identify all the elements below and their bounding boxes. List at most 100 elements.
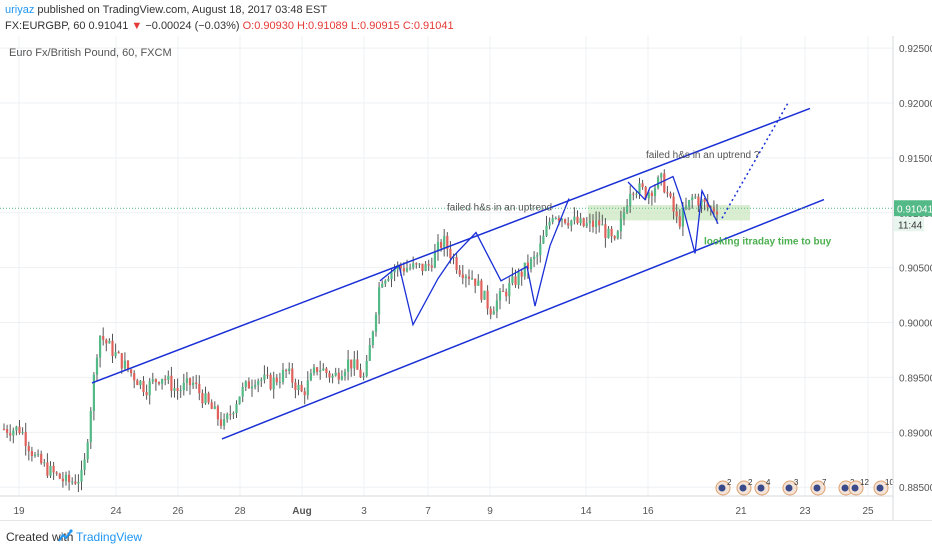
y-tick-label: 0.89500 [899, 373, 932, 384]
candle-body [157, 382, 161, 384]
candle-body [697, 196, 700, 206]
candle-body [480, 280, 483, 300]
candle-body [353, 359, 356, 369]
candle-body [402, 268, 405, 272]
candle-body [123, 360, 126, 369]
candle-body [542, 235, 545, 244]
candle-body [337, 372, 340, 380]
open-value: O:0.90930 [242, 20, 294, 32]
candle-body [257, 380, 260, 385]
chart-area[interactable]: failed h&s in an uptrend failed h&s in an… [0, 36, 932, 520]
candle-body [579, 218, 582, 224]
candle-body [644, 186, 647, 199]
x-tick-label: 24 [110, 506, 122, 517]
candle-body [638, 183, 641, 194]
candle-body [27, 446, 30, 452]
candle-body [405, 268, 409, 272]
event-count: 7 [822, 478, 827, 487]
event-flag-dot [718, 484, 726, 492]
candle-body [133, 373, 136, 381]
event-count: 2 [727, 478, 732, 487]
hs-pattern-line-2 [627, 175, 719, 254]
candle-body [477, 280, 480, 286]
candle-body [622, 212, 626, 219]
candle-body [102, 336, 105, 340]
candle-body [554, 218, 557, 220]
author-link[interactable]: uriyaz [5, 4, 35, 16]
candle-body [325, 368, 328, 373]
candle-body [433, 251, 436, 268]
candle-body [443, 235, 446, 248]
high-value: H:0.91089 [297, 20, 348, 32]
x-tick-label: Aug [292, 506, 311, 517]
event-count: 2 [748, 478, 753, 487]
y-tick-label: 0.89000 [899, 428, 932, 439]
candle-body [415, 263, 418, 265]
candle-body [223, 419, 226, 426]
candle-body [49, 465, 52, 476]
candle-body [229, 414, 232, 416]
candle-body [663, 173, 666, 193]
event-flag-dot [876, 484, 884, 492]
candle-body [179, 390, 182, 392]
tradingview-brand-link[interactable]: TradingView [76, 530, 143, 544]
event-flag-dot [841, 484, 849, 492]
candle-body [210, 402, 213, 409]
candle-body [498, 290, 502, 301]
candle-body [278, 381, 281, 383]
candle-body [427, 264, 430, 266]
candle-body [269, 374, 272, 390]
last-price-badge [894, 200, 932, 217]
candle-body [176, 388, 179, 391]
candle-body [55, 472, 58, 474]
candle-body [74, 481, 77, 484]
candle-body [703, 199, 706, 202]
annotation-text: failed h&s in an uptrend ? [646, 150, 760, 161]
candle-body [458, 270, 461, 275]
candle-body [185, 378, 188, 383]
chart-title: Euro Fx/British Pound, 60, FXCM [9, 47, 172, 59]
price-chart[interactable]: failed h&s in an uptrend failed h&s in an… [0, 36, 932, 520]
candle-body [328, 372, 331, 378]
candle-body [536, 255, 539, 257]
candle-body [570, 220, 573, 226]
candle-body [641, 183, 644, 187]
candle-body [548, 221, 551, 226]
candle-body [272, 377, 275, 390]
candle-body [297, 384, 300, 391]
candle-body [653, 188, 657, 197]
candle-body [263, 374, 266, 380]
candle-body [551, 218, 554, 222]
candle-body [303, 391, 306, 396]
candle-body [514, 276, 517, 285]
candle-body [61, 478, 64, 482]
x-tick-label: 16 [642, 506, 654, 517]
candle-body [111, 340, 114, 357]
candle-body [33, 454, 37, 457]
candle-body [309, 373, 312, 381]
y-tick-label: 0.90500 [899, 264, 932, 275]
candle-body [306, 380, 309, 396]
candle-body [573, 216, 576, 221]
x-tick-label: 21 [735, 506, 747, 517]
candle-body [533, 256, 536, 259]
candle-body [666, 192, 669, 194]
event-flag-dot [757, 484, 765, 492]
projection-dotted-line [721, 102, 789, 219]
candle-body [455, 257, 458, 271]
candle-body [526, 262, 529, 270]
candle-body [387, 279, 390, 281]
candle-body [21, 432, 24, 434]
candle-body [350, 359, 353, 369]
candle-body [46, 462, 49, 476]
candle-body [436, 242, 440, 252]
candle-body [92, 374, 95, 411]
candle-body [650, 192, 653, 197]
candle-body [399, 265, 402, 269]
candle-body [418, 263, 421, 265]
candle-body [201, 393, 204, 404]
candle-body [365, 360, 368, 377]
candle-body [461, 274, 464, 279]
candle-body [24, 432, 27, 447]
candle-body [495, 300, 498, 312]
